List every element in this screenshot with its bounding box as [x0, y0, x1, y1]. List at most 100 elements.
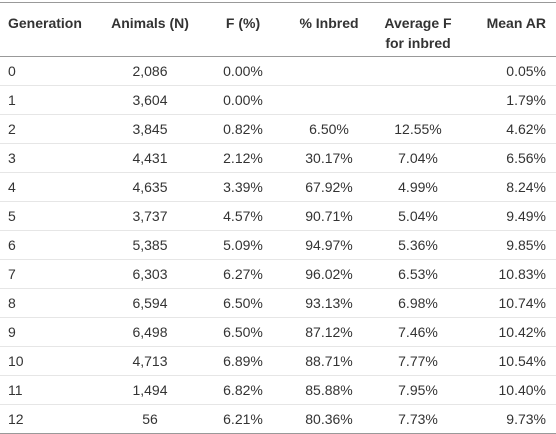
table-cell	[286, 56, 372, 86]
table-cell: 1.79%	[464, 85, 556, 115]
table-cell: 2	[0, 114, 100, 144]
table-cell: 0	[0, 56, 100, 86]
column-header: F (%)	[200, 2, 286, 57]
table-cell: 3.39%	[200, 172, 286, 202]
table-cell: 4	[0, 172, 100, 202]
table-row: 12 56 6.21% 80.36% 7.73% 9.73%	[0, 404, 556, 434]
table-cell: 10.74%	[464, 288, 556, 318]
table-row: 6 5,385 5.09% 94.97% 5.36% 9.85%	[0, 230, 556, 260]
table-cell: 1,494	[100, 375, 200, 405]
column-header: Generation	[0, 2, 100, 57]
table-row: 7 6,303 6.27% 96.02% 6.53% 10.83%	[0, 259, 556, 289]
table-cell: 7.04%	[372, 143, 464, 173]
table-row: 5 3,737 4.57% 90.71% 5.04% 9.49%	[0, 201, 556, 231]
table-cell: 5.09%	[200, 230, 286, 260]
table-cell: 87.12%	[286, 317, 372, 347]
table-cell: 1	[0, 85, 100, 115]
table-cell: 5,385	[100, 230, 200, 260]
table-cell: 6.89%	[200, 346, 286, 376]
table-cell	[372, 85, 464, 115]
table-cell: 5.04%	[372, 201, 464, 231]
table-row: 10 4,713 6.89% 88.71% 7.77% 10.54%	[0, 346, 556, 376]
table-cell: 96.02%	[286, 259, 372, 289]
table-cell: 3,737	[100, 201, 200, 231]
table-cell: 5.36%	[372, 230, 464, 260]
table-row: 1 3,604 0.00% 1.79%	[0, 85, 556, 115]
table-cell: 6	[0, 230, 100, 260]
table-cell: 6,303	[100, 259, 200, 289]
column-header: Average F for inbred	[372, 2, 464, 57]
table-cell: 6,498	[100, 317, 200, 347]
table-cell: 7	[0, 259, 100, 289]
table-cell: 0.05%	[464, 56, 556, 86]
table-cell: 88.71%	[286, 346, 372, 376]
table-cell: 4.57%	[200, 201, 286, 231]
table-row: 3 4,431 2.12% 30.17% 7.04% 6.56%	[0, 143, 556, 173]
table-cell	[372, 56, 464, 86]
table-cell: 7.95%	[372, 375, 464, 405]
table-cell: 8	[0, 288, 100, 318]
table-cell: 8.24%	[464, 172, 556, 202]
table-cell: 4,713	[100, 346, 200, 376]
table-cell: 6.56%	[464, 143, 556, 173]
table-cell: 94.97%	[286, 230, 372, 260]
table-cell: 12	[0, 404, 100, 434]
table-cell: 2,086	[100, 56, 200, 86]
table-cell: 7.46%	[372, 317, 464, 347]
table-cell: 93.13%	[286, 288, 372, 318]
table-cell: 6.98%	[372, 288, 464, 318]
table-cell: 6.21%	[200, 404, 286, 434]
table-cell: 9.85%	[464, 230, 556, 260]
column-header: % Inbred	[286, 2, 372, 57]
table-cell: 85.88%	[286, 375, 372, 405]
table-cell: 90.71%	[286, 201, 372, 231]
table-cell: 9	[0, 317, 100, 347]
table-cell: 6.27%	[200, 259, 286, 289]
table-cell: 4.62%	[464, 114, 556, 144]
table-cell: 3	[0, 143, 100, 173]
table-cell: 4.99%	[372, 172, 464, 202]
table-cell: 9.73%	[464, 404, 556, 434]
table-cell	[286, 85, 372, 115]
table-cell: 3,604	[100, 85, 200, 115]
column-header: Mean AR	[464, 2, 556, 57]
table-row: 0 2,086 0.00% 0.05%	[0, 56, 556, 86]
table-cell: 0.00%	[200, 56, 286, 86]
table-cell: 10	[0, 346, 100, 376]
table-cell: 56	[100, 404, 200, 434]
table-cell: 67.92%	[286, 172, 372, 202]
table-cell: 6.50%	[200, 317, 286, 347]
header-row: Generation Animals (N) F (%)% Inbred Averag…	[0, 2, 556, 57]
table-cell: 6,594	[100, 288, 200, 318]
table-cell: 7.77%	[372, 346, 464, 376]
table-cell: 10.54%	[464, 346, 556, 376]
table-cell: 0.00%	[200, 85, 286, 115]
table-cell: 11	[0, 375, 100, 405]
table-cell: 2.12%	[200, 143, 286, 173]
table-row: 4 4,635 3.39% 67.92% 4.99% 8.24%	[0, 172, 556, 202]
table-cell: 9.49%	[464, 201, 556, 231]
table-body: 0 2,086 0.00% 0.05% 1 3,604 0.00% 1.79% 2 3,845 0.…	[0, 56, 556, 434]
table-cell: 6.53%	[372, 259, 464, 289]
table-cell: 80.36%	[286, 404, 372, 434]
table-cell: 7.73%	[372, 404, 464, 434]
table-cell: 4,635	[100, 172, 200, 202]
table-cell: 6.50%	[286, 114, 372, 144]
table-cell: 10.40%	[464, 375, 556, 405]
table-row: 8 6,594 6.50% 93.13% 6.98% 10.74%	[0, 288, 556, 318]
table-row: 11 1,494 6.82% 85.88% 7.95% 10.40%	[0, 375, 556, 405]
table-cell: 30.17%	[286, 143, 372, 173]
table-cell: 4,431	[100, 143, 200, 173]
table-cell: 10.42%	[464, 317, 556, 347]
table-cell: 3,845	[100, 114, 200, 144]
table-row: 2 3,845 0.82% 6.50% 12.55% 4.62%	[0, 114, 556, 144]
table-cell: 10.83%	[464, 259, 556, 289]
table-cell: 5	[0, 201, 100, 231]
table-cell: 6.82%	[200, 375, 286, 405]
table-cell: 6.50%	[200, 288, 286, 318]
table-cell: 0.82%	[200, 114, 286, 144]
column-header: Animals (N)	[100, 2, 200, 57]
table-cell: 12.55%	[372, 114, 464, 144]
